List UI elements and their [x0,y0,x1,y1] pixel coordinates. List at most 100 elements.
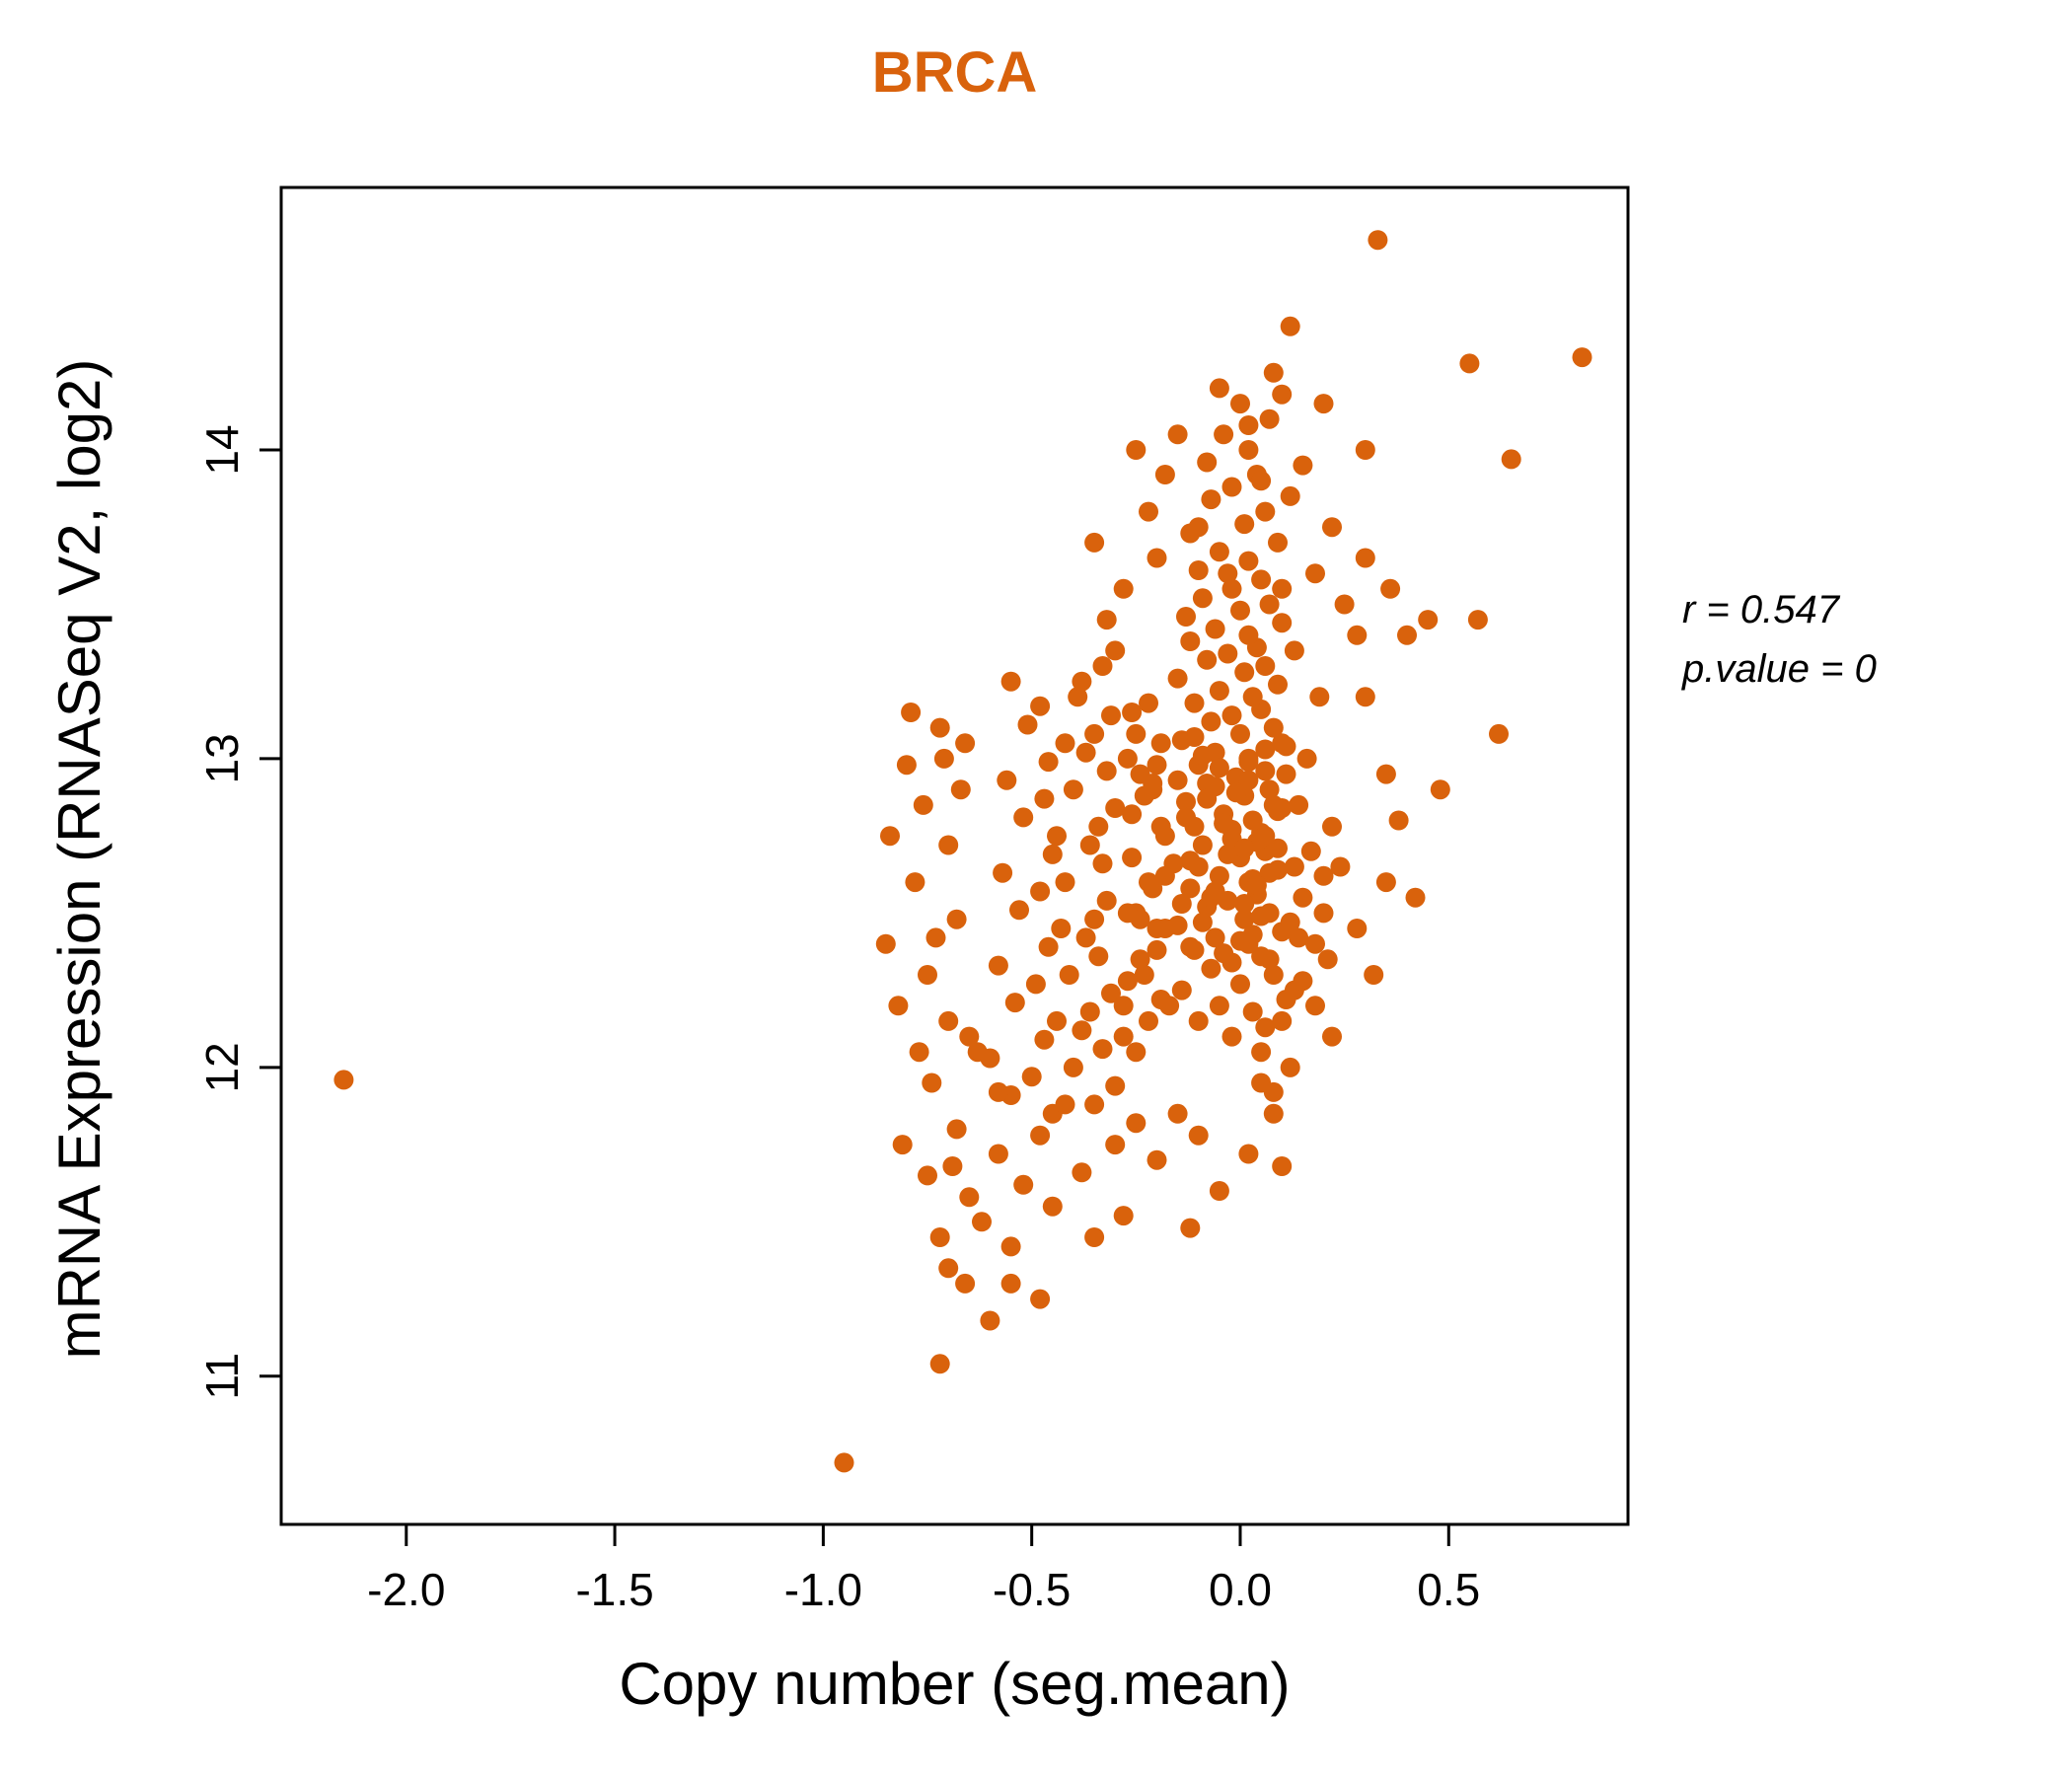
data-point [1214,943,1234,964]
data-point [1105,640,1126,661]
data-point [1234,514,1255,535]
data-point [1113,996,1134,1016]
data-point [1096,761,1117,781]
data-point [1272,733,1293,754]
x-tick-label: 0.5 [1417,1564,1480,1615]
data-point [1263,965,1284,985]
data-point [1205,927,1225,948]
data-point [1084,1094,1105,1115]
data-point [1300,841,1321,861]
data-point [1209,758,1229,778]
data-point [1230,974,1250,995]
r-value-text: r = 0.547 [1682,588,1840,631]
data-point [1334,594,1355,615]
data-point [1038,752,1059,773]
data-point [1238,1144,1259,1164]
data-point [1296,748,1317,769]
y-tick-label: 12 [196,1042,248,1092]
data-point [1013,807,1034,828]
data-point [938,1010,959,1031]
data-point [1255,739,1276,760]
data-point [1255,656,1276,676]
data-point [1251,906,1272,926]
data-point [1280,912,1300,932]
data-point [1176,607,1196,627]
data-point [1263,1081,1284,1102]
data-point [1013,1174,1034,1195]
data-point [1021,1067,1042,1087]
x-tick-label: -1.0 [784,1564,862,1615]
data-point [1167,1103,1188,1124]
data-point [1042,1196,1063,1217]
data-point [1209,865,1229,886]
p-value-text: p.value = 0 [1682,647,1877,691]
data-point [1180,878,1201,899]
data-point [1072,1020,1092,1041]
data-point [988,1081,1008,1102]
data-point [1397,625,1417,645]
data-point [929,717,950,738]
data-point [1063,779,1083,800]
data-point [1368,230,1388,251]
data-point [1238,625,1259,645]
data-point [1079,1001,1100,1022]
data-point [1201,711,1221,732]
data-point [1004,993,1025,1013]
data-point [1084,723,1105,744]
data-point [993,862,1013,883]
data-point [1209,996,1229,1016]
data-point [1214,813,1234,834]
data-point [1101,705,1121,726]
data-point [1263,1103,1284,1124]
data-point [1284,856,1304,877]
data-point [1246,875,1267,896]
data-point [1147,755,1167,776]
data-point [1218,844,1238,864]
data-point [1242,810,1263,831]
data-point [1176,791,1196,812]
data-point [1088,946,1109,967]
data-point [955,1273,976,1294]
data-point [1238,752,1259,773]
data-point [1075,927,1096,948]
data-point [1284,640,1304,661]
data-point [1167,668,1188,689]
data-point [1000,1273,1021,1294]
data-point [1230,394,1250,414]
x-axis-title: Copy number (seg.mean) [619,1651,1291,1717]
data-point [1150,816,1171,837]
y-axis-title: mRNA Expression (RNASeq V2, log2) [46,358,112,1360]
y-tick-label: 14 [196,424,248,475]
data-point [1293,971,1313,992]
data-point [1188,1125,1209,1146]
data-point [1180,631,1201,651]
x-tick-label: -2.0 [367,1564,445,1615]
data-point [1268,674,1288,695]
data-point [1147,548,1167,568]
data-point [901,703,922,722]
data-point [1192,835,1213,855]
data-point [1059,965,1079,985]
data-point [967,1042,988,1063]
y-tick-label: 13 [196,733,248,783]
data-point [1072,1162,1092,1183]
data-point [1092,656,1113,676]
data-point [918,1165,937,1186]
data-point [1313,903,1334,924]
data-point [1025,974,1046,995]
data-point [1084,532,1105,553]
data-point [1139,693,1158,713]
data-point [1184,693,1205,713]
data-point [1263,794,1284,815]
data-point [938,835,959,855]
data-point [1096,610,1117,630]
data-point [1167,770,1188,790]
data-point [1034,788,1055,809]
data-point [1234,662,1255,683]
data-point [1088,816,1109,837]
data-point [1042,844,1063,864]
data-point [1188,1010,1209,1031]
data-point [1467,610,1488,630]
data-point [1201,887,1221,908]
